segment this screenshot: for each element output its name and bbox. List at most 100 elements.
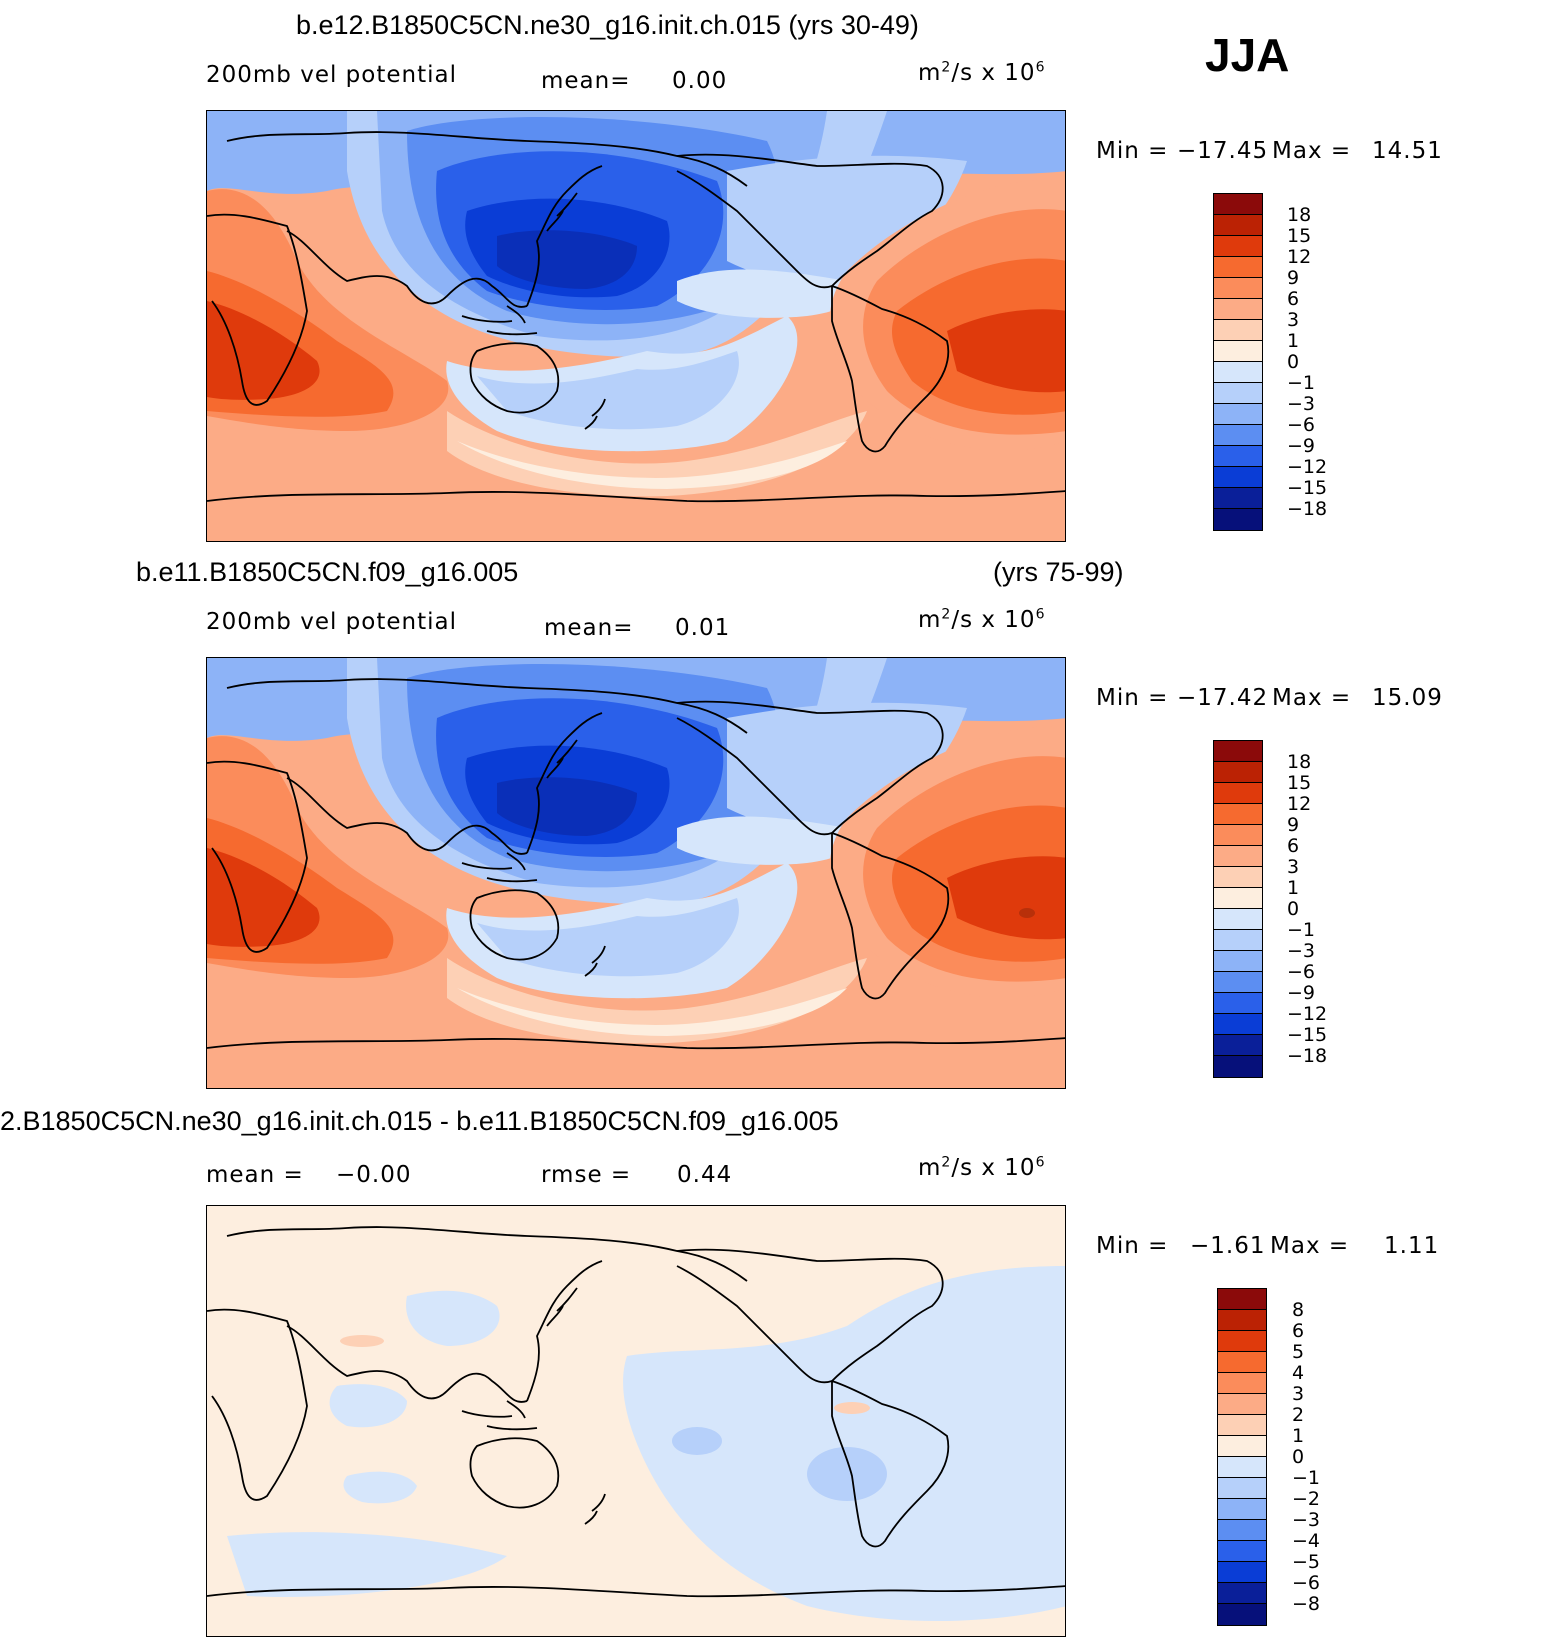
colorbar-cell [1214,194,1262,215]
coastline [584,398,606,430]
coastline [676,1248,944,1384]
colorbar-label: 0 [1287,351,1300,373]
colorbar-label: −9 [1287,982,1316,1004]
coastline [831,1380,950,1548]
colorbar-cell [1214,425,1262,446]
colorbar-label: 0 [1287,898,1300,920]
panel1-colorbar [1213,193,1263,531]
colorbar-label: −6 [1292,1572,1321,1594]
colorbar-cell [1218,1310,1266,1331]
colorbar-label: −18 [1287,1045,1328,1067]
panel1-max-label: Max = [1272,138,1352,164]
panel3-rmse-label: rmse = [541,1162,632,1188]
colorbar-cell [1214,972,1262,993]
panel3-title: 2.B1850C5CN.ne30_g16.init.ch.015 - b.e11… [0,1106,839,1136]
coastline [546,192,578,232]
colorbar-cell [1214,1035,1262,1056]
contour-band [677,816,855,865]
coastline [546,1287,578,1327]
panel1-max-value: 14.51 [1372,138,1443,164]
contour-band [406,1290,500,1346]
colorbar-label: 4 [1292,1362,1305,1384]
coastline [286,1325,528,1403]
panel1-map [206,110,1066,542]
colorbar-cell [1218,1373,1266,1394]
panel2-map [206,657,1066,1089]
coastline [469,889,560,961]
colorbar-cell [1214,341,1262,362]
colorbar-cell [1214,488,1262,509]
panel3-map [206,1205,1066,1637]
colorbar-cell [1214,867,1262,888]
colorbar-cell [1218,1352,1266,1373]
panel1-variable: 200mb vel potential [206,62,457,88]
colorbar-cell [1214,320,1262,341]
contour-band [477,351,739,430]
colorbar-label: −12 [1287,1003,1328,1025]
colorbar-label: −15 [1287,1024,1328,1046]
contour-band [807,1447,887,1501]
colorbar-label: −6 [1287,961,1316,983]
colorbar-label: −3 [1292,1509,1321,1531]
coastline [584,945,606,977]
panel3-mean-label: mean = [206,1162,304,1188]
panel1-units: m2/s x 106 [918,59,1046,86]
panel1-colorbar-labels: 18 15 12 9 6 3 1 0 −1 −3 −6 −9 −12 −15 −18 [1287,205,1327,520]
panel2-colorbar [1213,740,1263,1078]
colorbar-cell [1218,1499,1266,1520]
coastline [469,1437,560,1509]
contour-band [477,898,739,977]
coastline [207,213,308,406]
coastline [207,1037,1065,1050]
colorbar-label: 15 [1287,225,1312,247]
colorbar-cell [1214,215,1262,236]
colorbar-cell [1218,1478,1266,1499]
colorbar-label: 8 [1292,1299,1305,1321]
coastline [286,777,528,855]
colorbar-cell [1214,783,1262,804]
colorbar-cell [1214,1056,1262,1077]
coastline [676,153,944,289]
colorbar-label: −1 [1287,919,1316,941]
colorbar-cell [1214,404,1262,425]
coastline [461,852,538,883]
contour-band [343,1471,417,1504]
coastline [207,490,1065,503]
panel2-colorbar-labels: 18 15 12 9 6 3 1 0 −1 −3 −6 −9 −12 −15 −18 [1287,752,1327,1067]
colorbar-label: 12 [1287,793,1312,815]
colorbar-label: 0 [1292,1446,1305,1468]
colorbar-label: −2 [1292,1488,1321,1510]
panel3-mean-value: −0.00 [336,1162,412,1188]
colorbar-label: −4 [1292,1530,1321,1552]
coastline [526,165,603,307]
colorbar-label: 18 [1287,751,1312,773]
colorbar-label: 9 [1287,267,1300,289]
colorbar-label: 12 [1287,246,1312,268]
panel1-mean-value: 0.00 [672,68,728,94]
contour-band [672,1427,722,1455]
coastline [226,131,748,187]
coastline [286,230,528,308]
panel2-variable: 200mb vel potential [206,609,457,635]
colorbar-cell [1214,951,1262,972]
contour-band [947,309,1065,393]
coastline [207,1585,1065,1598]
colorbar-cell [1214,762,1262,783]
coastline [226,1226,748,1282]
coastline [526,1260,603,1402]
panel3-min-value: −1.61 [1190,1233,1266,1259]
panel2-mean-label: mean= [544,615,634,641]
colorbar-cell [1218,1436,1266,1457]
colorbar-label: −3 [1287,940,1316,962]
contour-band [623,1266,1065,1621]
contour-band [207,301,320,400]
colorbar-label: 15 [1287,772,1312,794]
colorbar-label: 1 [1287,330,1300,352]
colorbar-label: −9 [1287,435,1316,457]
panel2-max-value: 15.09 [1372,685,1443,711]
colorbar-label: 6 [1287,835,1300,857]
panel3-colorbar-labels: 8 6 5 4 3 2 1 0 −1 −2 −3 −4 −5 −6 −8 [1292,1300,1320,1615]
colorbar-label: 5 [1292,1341,1305,1363]
panel3-units: m2/s x 106 [918,1154,1046,1181]
coastline [207,760,308,953]
